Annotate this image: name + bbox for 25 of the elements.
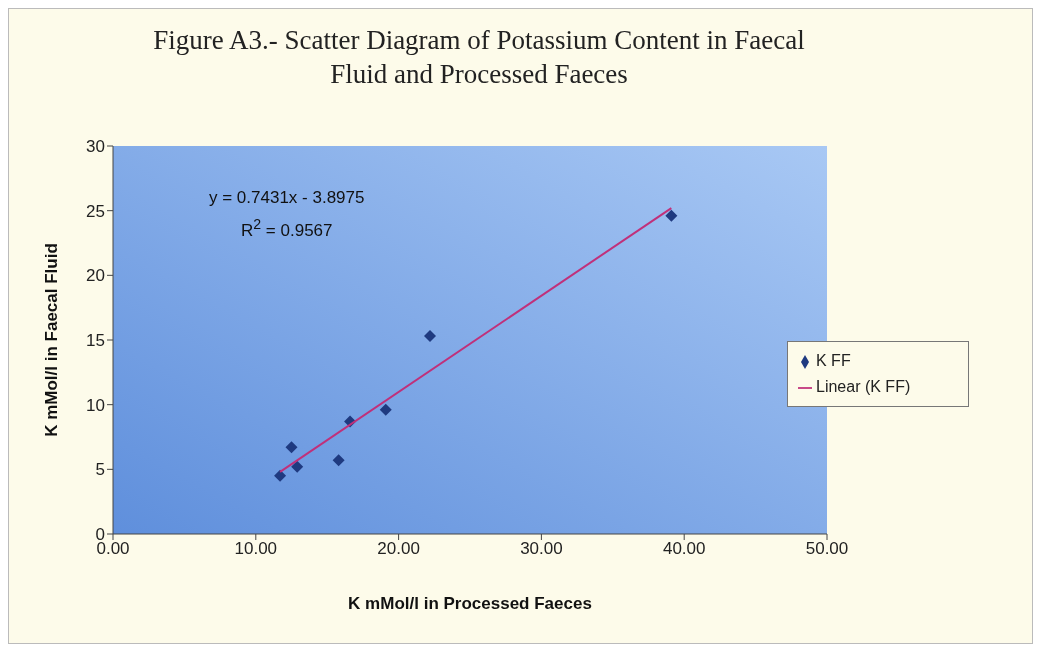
y-tick-label: 15 — [86, 331, 105, 351]
y-tick-label: 10 — [86, 395, 105, 415]
point — [665, 209, 678, 222]
point — [379, 403, 392, 416]
point — [291, 460, 304, 473]
point — [274, 469, 287, 482]
x-tick-label: 10.00 — [234, 539, 278, 559]
y-tick-label: 30 — [86, 137, 105, 157]
x-axis-title: K mMol/l in Processed Faeces — [348, 594, 592, 613]
point — [285, 441, 298, 454]
point — [424, 330, 437, 343]
y-tick-label: 20 — [86, 266, 105, 286]
x-tick-label: 40.00 — [662, 539, 706, 559]
annotation: y = 0.7431x - 3.8975 — [209, 187, 365, 209]
y-axis-title: K mMol/l in Faecal Fluid — [42, 243, 62, 437]
annotation: R$^{2}$ = 0.9567 — [239, 215, 334, 242]
legend-label: K FF — [816, 352, 851, 369]
point — [332, 454, 345, 467]
x-tick-label: 30.00 — [520, 539, 563, 559]
legend-label: Linear (K FF) — [816, 378, 911, 395]
x-tick-label: 50.00 — [805, 539, 849, 559]
y-tick-label: 25 — [86, 201, 105, 221]
chart-title: Figure A3.- Scatter Diagram of Potassium Content in Faecal Fluid and Processed Faeces — [152, 24, 806, 91]
x-tick-label: 20.00 — [377, 539, 420, 559]
y-tick-label: 5 — [95, 460, 105, 480]
